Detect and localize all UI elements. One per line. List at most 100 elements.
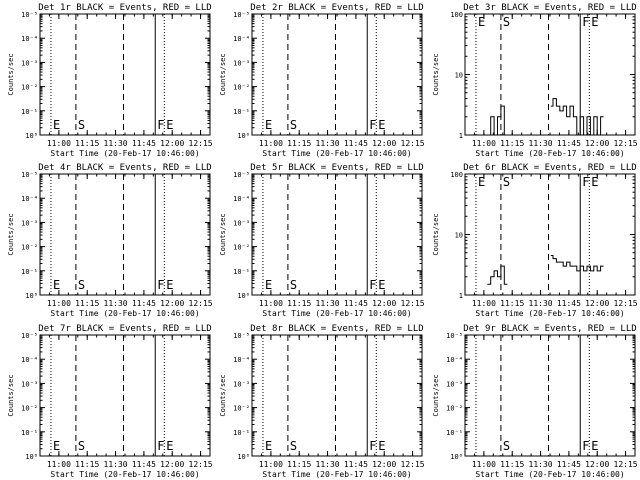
y-tick-label: 100: [450, 171, 463, 179]
y-tick-label: 10⁻²: [446, 405, 463, 413]
y-tick-label: 10⁻²: [21, 405, 38, 413]
x-axis-label: Start Time (20-Feb-17 10:46:00): [262, 470, 411, 479]
marker-label: F: [582, 439, 589, 453]
marker-label: E: [166, 439, 173, 453]
y-axis-label: Counts/sec: [219, 213, 227, 255]
y-tick-label: 10⁻¹: [21, 268, 38, 276]
x-tick-label: 11:30: [529, 139, 553, 148]
panel-det-4: Det 4r BLACK = Events, RED = LLD 10⁰ 10⁻¹ 1…: [7, 163, 213, 318]
marker-label: E: [478, 15, 485, 29]
y-tick-label: 10⁻³: [233, 219, 250, 227]
y-tick-label: 10⁰: [237, 292, 250, 300]
marker-label: E: [166, 118, 173, 132]
panel-title: Det 7r BLACK = Events, RED = LLD: [38, 324, 211, 334]
y-tick-label: 1: [459, 292, 463, 300]
x-tick-label: 11:30: [316, 460, 340, 469]
y-tick-label: 10⁰: [237, 132, 250, 140]
marker-label: E: [591, 439, 598, 453]
x-tick-label: 12:00: [160, 460, 184, 469]
x-tick-label: 11:30: [104, 460, 128, 469]
y-tick-label: 10⁻⁴: [233, 356, 250, 364]
x-axis-label: Start Time (20-Feb-17 10:46:00): [475, 309, 624, 318]
x-tick-label: 11:45: [132, 299, 156, 308]
marker-label: E: [265, 278, 272, 292]
x-tick-label: 11:00: [259, 299, 283, 308]
y-tick-label: 10⁰: [450, 453, 463, 461]
marker-label: S: [503, 175, 510, 189]
x-tick-label: 12:00: [372, 460, 396, 469]
panel-title: Det 3r BLACK = Events, RED = LLD: [463, 3, 636, 13]
y-tick-label: 10⁻¹: [233, 108, 250, 116]
marker-label: E: [166, 278, 173, 292]
marker-label: E: [53, 278, 60, 292]
x-tick-label: 12:00: [585, 299, 609, 308]
x-tick-label: 12:15: [401, 139, 425, 148]
panel-det-3: Det 3r BLACK = Events, RED = LLD 1 10 100 Co…: [432, 3, 638, 158]
y-tick-label: 10⁻⁴: [21, 35, 38, 43]
y-axis-label: Counts/sec: [219, 374, 227, 416]
y-tick-label: 10⁻⁴: [233, 195, 250, 203]
plot-frame: [464, 334, 636, 457]
y-tick-label: 10: [455, 72, 463, 80]
y-tick-label: 10⁻¹: [21, 429, 38, 437]
x-tick-label: 11:15: [287, 299, 311, 308]
y-tick-label: 10⁻⁴: [446, 356, 463, 364]
marker-label: S: [503, 439, 510, 453]
x-tick-label: 11:45: [344, 299, 368, 308]
marker-label: E: [265, 118, 272, 132]
panel-title: Det 1r BLACK = Events, RED = LLD: [38, 3, 211, 13]
y-axis-label: Counts/sec: [7, 374, 15, 416]
marker-label: F: [582, 175, 589, 189]
y-tick-label: 10⁻³: [21, 59, 38, 67]
y-tick-label: 10⁻⁵: [21, 332, 38, 340]
x-tick-label: 12:00: [160, 299, 184, 308]
x-tick-label: 11:00: [472, 299, 496, 308]
series-events-line: [487, 255, 604, 285]
panel-det-9: Det 9r BLACK = Events, RED = LLD 10⁰ 10⁻¹ 1…: [432, 324, 638, 479]
marker-label: E: [378, 278, 385, 292]
x-tick-label: 12:00: [585, 460, 609, 469]
plot-frame: [251, 173, 423, 296]
panel-det-1: Det 1r BLACK = Events, RED = LLD 10⁰ 10⁻¹ 1…: [7, 3, 213, 158]
marker-label: F: [582, 15, 589, 29]
marker-label: F: [369, 118, 376, 132]
x-tick-label: 12:15: [614, 299, 638, 308]
y-tick-label: 1: [459, 132, 463, 140]
y-tick-label: 10⁻⁴: [233, 35, 250, 43]
marker-label: E: [478, 175, 485, 189]
y-tick-label: 10⁻⁵: [233, 332, 250, 340]
panel-title: Det 2r BLACK = Events, RED = LLD: [250, 3, 423, 13]
y-tick-label: 10⁰: [25, 453, 38, 461]
y-tick-label: 10⁻³: [21, 380, 38, 388]
x-tick-label: 12:15: [189, 299, 213, 308]
x-tick-label: 11:00: [259, 139, 283, 148]
marker-label: E: [53, 439, 60, 453]
plot-frame: [39, 173, 211, 296]
y-tick-label: 10⁰: [25, 132, 38, 140]
x-tick-label: 12:00: [372, 139, 396, 148]
x-tick-label: 11:15: [75, 139, 99, 148]
panel-title: Det 5r BLACK = Events, RED = LLD: [250, 163, 423, 173]
panel-det-2: Det 2r BLACK = Events, RED = LLD 10⁰ 10⁻¹ 1…: [219, 3, 425, 158]
x-tick-label: 12:15: [401, 460, 425, 469]
marker-label: S: [290, 278, 297, 292]
x-axis-label: Start Time (20-Feb-17 10:46:00): [50, 470, 199, 479]
x-tick-label: 11:00: [47, 299, 71, 308]
x-axis-label: Start Time (20-Feb-17 10:46:00): [262, 309, 411, 318]
x-tick-label: 11:15: [500, 299, 524, 308]
panel-det-7: Det 7r BLACK = Events, RED = LLD 10⁰ 10⁻¹ 1…: [7, 324, 213, 479]
y-tick-label: 100: [450, 11, 463, 19]
y-tick-label: 10: [455, 232, 463, 240]
x-tick-label: 11:30: [316, 139, 340, 148]
marker-label: S: [290, 439, 297, 453]
y-tick-label: 10⁻⁵: [233, 171, 250, 179]
panel-title: Det 6r BLACK = Events, RED = LLD: [463, 163, 636, 173]
panel-title: Det 9r BLACK = Events, RED = LLD: [463, 324, 636, 334]
x-tick-label: 11:45: [557, 299, 581, 308]
series-events-line: [487, 98, 604, 136]
x-tick-label: 11:15: [500, 139, 524, 148]
y-tick-label: 10⁻³: [233, 380, 250, 388]
y-tick-label: 10⁻²: [233, 244, 250, 252]
marker-label: E: [265, 439, 272, 453]
